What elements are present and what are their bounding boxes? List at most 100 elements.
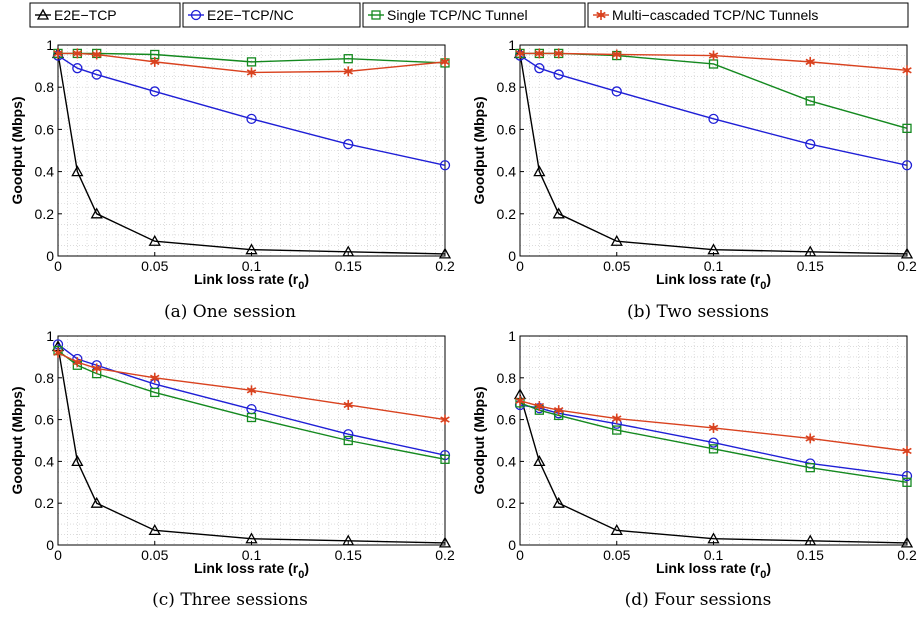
y-tick-label: 1 bbox=[46, 328, 54, 344]
data-point bbox=[150, 387, 160, 398]
x-tick-label: 0.05 bbox=[141, 547, 168, 563]
data-point bbox=[150, 56, 160, 67]
data-point bbox=[343, 139, 354, 150]
data-point bbox=[805, 139, 816, 150]
x-tick-label: 0.2 bbox=[897, 258, 917, 274]
series-line bbox=[519, 53, 908, 255]
data-point bbox=[900, 247, 914, 259]
data-point bbox=[90, 207, 103, 219]
y-tick-label: 0.4 bbox=[35, 453, 55, 469]
data-point bbox=[245, 532, 258, 544]
data-point bbox=[805, 433, 815, 444]
data-point bbox=[612, 425, 622, 435]
data-point bbox=[902, 65, 912, 76]
y-tick-label: 0.8 bbox=[497, 79, 517, 95]
plots: 0 0.05 0.1 0.15 0.2 0 0.2 0.4 0.6 0.8 1 Goodput (Mb… bbox=[9, 37, 917, 610]
panel-caption: (c) Three sessions bbox=[152, 590, 308, 610]
data-point bbox=[533, 455, 546, 467]
data-point bbox=[552, 496, 565, 508]
x-tick-label: 0.15 bbox=[797, 258, 824, 274]
data-point bbox=[553, 69, 564, 80]
series bbox=[515, 395, 912, 456]
x-tick-label: 0.2 bbox=[435, 258, 455, 274]
data-point bbox=[707, 532, 720, 544]
data-point bbox=[708, 437, 719, 448]
x-axis-label: Link loss rate (r0) bbox=[194, 271, 309, 292]
data-point bbox=[612, 49, 622, 60]
legend-label: E2E−TCP bbox=[54, 7, 117, 23]
chart-panel: 0 0.05 0.1 0.15 0.2 0 0.2 0.4 0.6 0.8 1 Goodput (Mb… bbox=[9, 37, 455, 322]
data-point bbox=[708, 50, 719, 61]
chart-panel: 0 0.05 0.1 0.15 0.2 0 0.2 0.4 0.6 0.8 1 Goodput (Mb… bbox=[471, 328, 917, 610]
data-point bbox=[612, 413, 622, 424]
data-point bbox=[438, 536, 452, 548]
data-point bbox=[610, 524, 623, 536]
data-point bbox=[902, 445, 912, 456]
series bbox=[52, 50, 451, 171]
data-point bbox=[90, 496, 103, 508]
legend-box bbox=[29, 2, 181, 28]
data-point bbox=[901, 160, 913, 171]
y-tick-label: 0.4 bbox=[497, 453, 517, 469]
x-tick-label: 0.05 bbox=[603, 547, 630, 563]
y-tick-label: 0.6 bbox=[497, 412, 517, 428]
x-tick-label: 0 bbox=[54, 258, 62, 274]
data-point bbox=[553, 48, 564, 59]
y-tick-label: 0.6 bbox=[497, 121, 517, 137]
data-point bbox=[534, 63, 545, 74]
data-point bbox=[708, 422, 719, 433]
data-point bbox=[91, 69, 102, 80]
panel-caption: (a) One session bbox=[164, 302, 296, 322]
data-point bbox=[343, 429, 354, 440]
data-point bbox=[708, 113, 719, 124]
y-tick-label: 1 bbox=[508, 37, 516, 53]
data-point bbox=[610, 234, 623, 246]
chart-panel: 0 0.05 0.1 0.15 0.2 0 0.2 0.4 0.6 0.8 1 Goodput (Mb… bbox=[9, 328, 455, 610]
data-point bbox=[902, 477, 912, 487]
y-tick-label: 0.8 bbox=[35, 370, 55, 386]
y-tick-label: 0 bbox=[46, 248, 54, 264]
y-axis-label: Goodput (Mbps) bbox=[9, 386, 25, 494]
x-tick-label: 0.2 bbox=[435, 547, 455, 563]
data-point bbox=[440, 56, 450, 67]
data-point bbox=[245, 243, 258, 255]
x-tick-label: 0.1 bbox=[704, 547, 724, 563]
x-tick-label: 0.15 bbox=[797, 547, 824, 563]
data-point bbox=[515, 395, 525, 406]
data-point bbox=[902, 123, 912, 133]
data-point bbox=[53, 347, 63, 358]
data-point bbox=[552, 207, 565, 219]
y-tick-label: 0.6 bbox=[35, 412, 55, 428]
series-line bbox=[57, 346, 446, 544]
y-tick-label: 0.4 bbox=[497, 164, 517, 180]
series-line bbox=[57, 53, 446, 255]
data-point bbox=[440, 414, 450, 425]
x-tick-label: 0.05 bbox=[603, 258, 630, 274]
legend-box bbox=[182, 2, 361, 28]
grid bbox=[520, 336, 907, 545]
panel-caption: (d) Four sessions bbox=[625, 590, 772, 610]
chart-panel: 0 0.05 0.1 0.15 0.2 0 0.2 0.4 0.6 0.8 1 Goodput (Mb… bbox=[471, 37, 917, 322]
y-tick-label: 0.2 bbox=[35, 495, 55, 511]
legend-entry: E2E−TCP bbox=[29, 2, 181, 28]
series bbox=[513, 388, 914, 548]
data-point bbox=[440, 454, 450, 464]
y-tick-label: 0.8 bbox=[497, 370, 517, 386]
data-point bbox=[148, 234, 161, 246]
legend-marker bbox=[371, 10, 381, 20]
data-point bbox=[804, 534, 817, 546]
data-point bbox=[72, 48, 83, 59]
data-point bbox=[91, 363, 102, 374]
y-tick-label: 1 bbox=[508, 328, 516, 344]
legend-marker bbox=[190, 9, 202, 21]
data-point bbox=[900, 536, 914, 548]
data-point bbox=[515, 48, 525, 59]
legend-label: Single TCP/NC Tunnel bbox=[387, 7, 528, 23]
x-tick-label: 0.15 bbox=[335, 258, 362, 274]
data-point bbox=[805, 463, 815, 473]
grid bbox=[58, 45, 445, 256]
data-point bbox=[342, 245, 355, 257]
data-point bbox=[439, 160, 451, 171]
data-point bbox=[438, 247, 452, 259]
